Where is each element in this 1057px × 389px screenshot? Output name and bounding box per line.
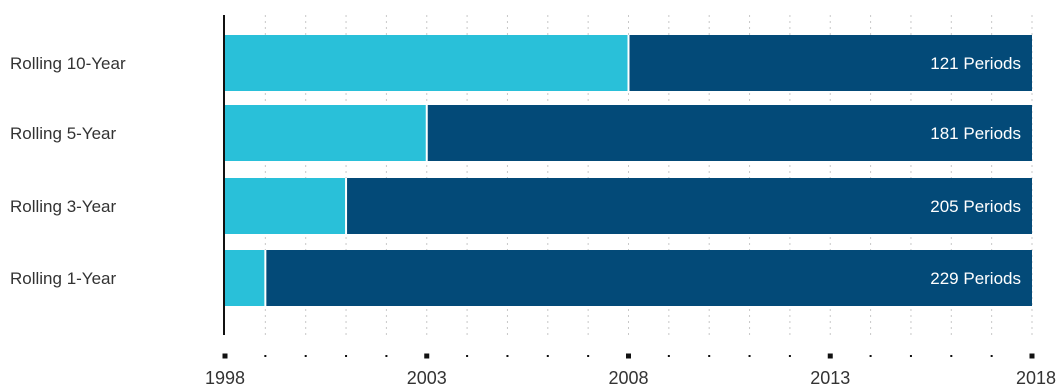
bar-segment-dark: [265, 250, 1033, 306]
bars-group: [225, 35, 1033, 306]
x-tick-label: 1998: [205, 368, 245, 388]
bar-segment-light: [225, 250, 266, 306]
bar-value-label: 229 Periods: [930, 269, 1021, 288]
minor-tick-mark: [788, 355, 791, 357]
major-tick-mark: [424, 353, 430, 359]
category-label: Rolling 5-Year: [10, 124, 116, 143]
minor-tick-mark: [990, 355, 993, 357]
minor-tick-mark: [385, 355, 388, 357]
x-tick-label: 2013: [810, 368, 850, 388]
x-tick-label: 2008: [608, 368, 648, 388]
bar-value-label: 205 Periods: [930, 197, 1021, 216]
bar-value-label: 121 Periods: [930, 54, 1021, 73]
minor-tick-mark: [667, 355, 670, 357]
bar-segment-light: [225, 35, 629, 91]
bar-segment-dark: [346, 178, 1032, 234]
bar-segment-light: [225, 105, 427, 161]
major-tick-mark: [626, 353, 631, 359]
minor-tick-mark: [909, 355, 912, 357]
minor-tick-mark: [304, 355, 307, 357]
minor-tick-mark: [708, 355, 711, 357]
minor-tick-mark: [869, 355, 872, 357]
x-tick-label: 2018: [1016, 368, 1056, 388]
bar-segment-light: [225, 178, 347, 234]
bar-value-label: 181 Periods: [930, 124, 1021, 143]
major-tick-mark: [222, 353, 228, 359]
bar-segment-dark: [426, 105, 1032, 161]
minor-tick-mark: [748, 355, 751, 357]
category-label: Rolling 10-Year: [10, 54, 126, 73]
major-tick-mark: [827, 353, 833, 359]
minor-tick-mark: [587, 355, 590, 357]
minor-tick-mark: [466, 355, 469, 357]
labels-group: Rolling 10-Year 121 Periods Rolling 5-Year…: [10, 54, 1021, 288]
minor-tick-mark: [950, 355, 953, 357]
x-tick-label: 2003: [407, 368, 447, 388]
category-label: Rolling 3-Year: [10, 197, 116, 216]
minor-tick-mark: [345, 355, 348, 357]
major-tick-mark: [1029, 353, 1035, 359]
x-axis-ticks: 1998 2003 2008 2013 2018: [205, 353, 1056, 388]
minor-tick-mark: [546, 355, 549, 357]
category-label: Rolling 1-Year: [10, 269, 116, 288]
bar-segment-dark: [628, 35, 1032, 91]
minor-tick-mark: [506, 355, 509, 357]
minor-tick-mark: [264, 355, 267, 357]
